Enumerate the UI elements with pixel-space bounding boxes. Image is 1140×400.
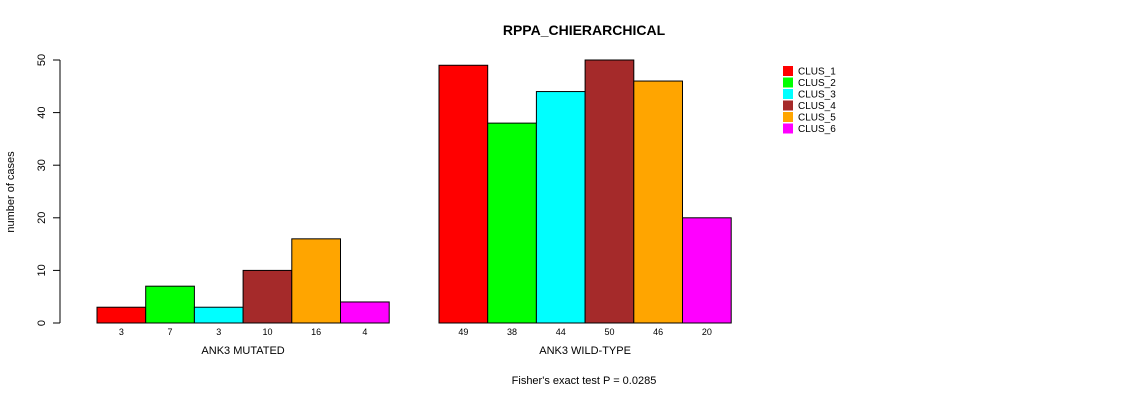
legend-label: CLUS_2 (798, 78, 836, 89)
legend-label: CLUS_5 (798, 113, 836, 124)
fisher-test-note: Fisher's exact test P = 0.0285 (512, 375, 657, 387)
legend-swatch (783, 66, 793, 76)
bar-count-label: 49 (458, 327, 468, 337)
bar-clus-2 (145, 285, 195, 324)
legend-label: CLUS_6 (798, 124, 836, 135)
y-axis: 0 10 20 30 40 50 (36, 54, 61, 326)
legend-label: CLUS_4 (798, 101, 836, 112)
y-tick-label: 30 (36, 159, 48, 171)
bar-clus-5 (291, 238, 341, 324)
bar-clus-6 (340, 301, 390, 324)
bar-count-label: 44 (556, 327, 566, 337)
bar-count-label: 20 (702, 327, 712, 337)
legend-label: CLUS_3 (798, 90, 836, 101)
bar-clus-6 (682, 217, 732, 324)
legend-swatch (783, 123, 793, 134)
bar-clus-4 (242, 269, 293, 324)
bar-clus-2 (487, 122, 537, 324)
bar-count-label: 50 (604, 327, 614, 337)
bar-count-label: 3 (216, 327, 221, 337)
bar-clus-4 (584, 59, 635, 324)
bar-count-label: 16 (311, 327, 321, 337)
bar-count-label: 7 (168, 327, 173, 337)
bar-clus-3 (193, 306, 244, 324)
bar-clus-5 (633, 80, 683, 324)
y-tick-label: 20 (36, 212, 48, 224)
bar-clus-1 (96, 306, 147, 324)
bar-count-label: 38 (507, 327, 517, 337)
y-tick-label: 40 (36, 106, 48, 118)
bar-count-label: 10 (262, 327, 272, 337)
y-tick-label: 0 (36, 320, 48, 326)
group-label: ANK3 WILD-TYPE (539, 345, 631, 357)
y-axis-label: number of cases (5, 151, 17, 233)
group-label: ANK3 MUTATED (201, 345, 284, 357)
bar-clus-3 (535, 91, 586, 324)
bar-count-label: 4 (362, 327, 367, 337)
chart-title: RPPA_CHIERARCHICAL (503, 22, 666, 38)
bars (96, 59, 732, 324)
legend-swatch (783, 100, 793, 111)
bar-count-label: 46 (653, 327, 663, 337)
legend-swatch (783, 112, 793, 122)
legend-label: CLUS_1 (798, 67, 836, 78)
bar-count-label: 3 (119, 327, 124, 337)
legend-swatch (783, 89, 793, 99)
y-tick-label: 50 (36, 54, 48, 66)
bar-count-labels: 3 7 3 10 16 4 49 38 44 50 46 20 (119, 327, 712, 337)
legend-swatch (783, 77, 793, 88)
y-tick-label: 10 (36, 264, 48, 276)
bar-clus-1 (438, 64, 489, 324)
group-labels: ANK3 MUTATED ANK3 WILD-TYPE (201, 345, 631, 357)
